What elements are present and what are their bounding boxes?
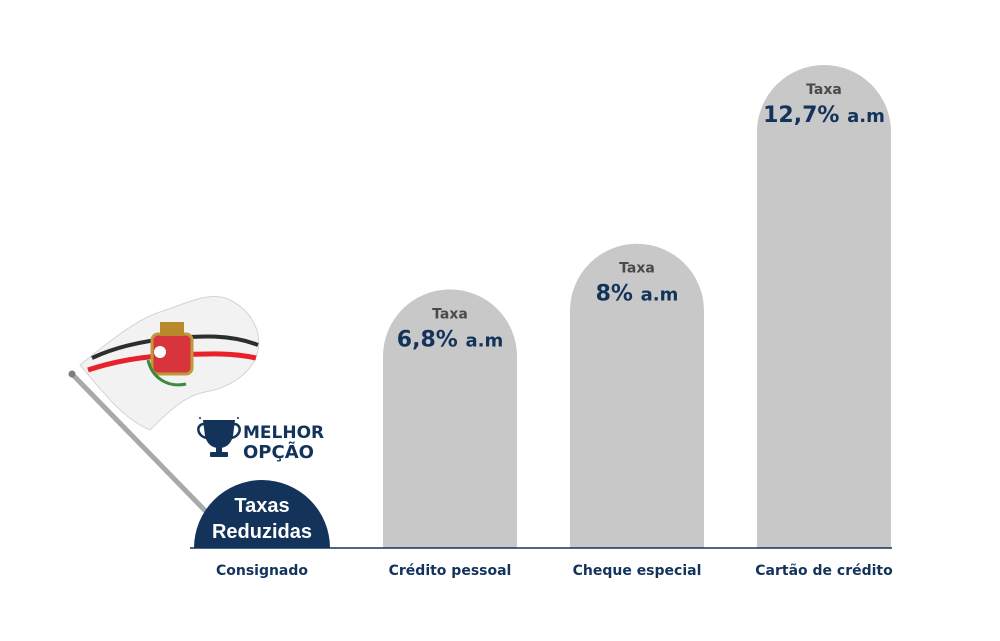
bars-group: Taxa 6,8% a.m Taxa 8% a.m Taxa 12,7% a.m	[383, 65, 891, 548]
bar-value-label-3: 12,7% a.m	[763, 103, 885, 128]
bar-value-label-2: 8% a.m	[596, 282, 679, 307]
bar-3	[757, 65, 891, 548]
category-label-3: Cartão de crédito	[755, 563, 893, 579]
best-option-line1: MELHOR	[243, 423, 324, 443]
flag-icon	[68, 296, 260, 531]
bar-1	[383, 289, 517, 548]
bar-caption-1: Taxa	[432, 306, 468, 322]
bar-caption-2: Taxa	[619, 261, 655, 277]
highlight-badge: Taxas Reduzidas	[194, 480, 330, 548]
category-label-2: Cheque especial	[573, 563, 702, 579]
best-option-line2: OPÇÃO	[243, 440, 314, 463]
bar-caption-3: Taxa	[806, 82, 842, 98]
trophy-icon	[197, 417, 241, 457]
bar-value-label-1: 6,8% a.m	[397, 327, 503, 352]
best-option: MELHOR OPÇÃO	[197, 417, 324, 463]
category-label-1: Crédito pessoal	[389, 563, 512, 579]
category-label-0: Consignado	[216, 563, 308, 579]
category-labels: Consignado Crédito pessoal Cheque especial…	[216, 563, 893, 579]
badge-line2: Reduzidas	[212, 521, 312, 543]
badge-line1: Taxas	[234, 495, 289, 517]
bar-2	[570, 243, 704, 548]
